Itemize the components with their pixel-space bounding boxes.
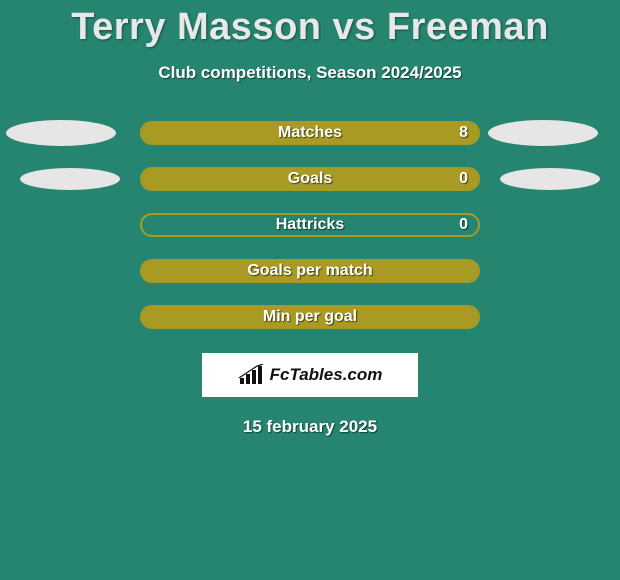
page-title: Terry Masson vs Freeman — [0, 0, 620, 49]
bar-fill — [142, 261, 478, 281]
logo-text: FcTables.com — [270, 365, 383, 385]
stat-bar: Matches8 — [140, 121, 480, 145]
stat-row: Matches8 — [0, 121, 620, 145]
stat-row: Goals0 — [0, 167, 620, 191]
stat-bar: Min per goal — [140, 305, 480, 329]
left-ellipse — [6, 120, 116, 146]
right-ellipse — [500, 168, 600, 190]
bar-value: 8 — [459, 123, 468, 143]
page-subtitle: Club competitions, Season 2024/2025 — [0, 63, 620, 83]
right-ellipse — [488, 120, 598, 146]
left-ellipse — [20, 168, 120, 190]
stat-row: Min per goal — [0, 305, 620, 329]
stat-bar: Goals0 — [140, 167, 480, 191]
bar-value: 0 — [459, 215, 468, 235]
stat-rows: Matches8Goals0Hattricks0Goals per matchM… — [0, 121, 620, 329]
stat-bar: Goals per match — [140, 259, 480, 283]
logo-box: FcTables.com — [202, 353, 418, 397]
stat-row: Goals per match — [0, 259, 620, 283]
bar-fill — [142, 169, 478, 189]
bar-fill — [142, 307, 478, 327]
stat-bar: Hattricks0 — [140, 213, 480, 237]
bar-value: 0 — [459, 169, 468, 189]
bar-fill — [142, 123, 478, 143]
chart-icon — [238, 364, 264, 386]
date-text: 15 february 2025 — [0, 417, 620, 437]
bar-label: Hattricks — [142, 215, 478, 235]
stat-row: Hattricks0 — [0, 213, 620, 237]
